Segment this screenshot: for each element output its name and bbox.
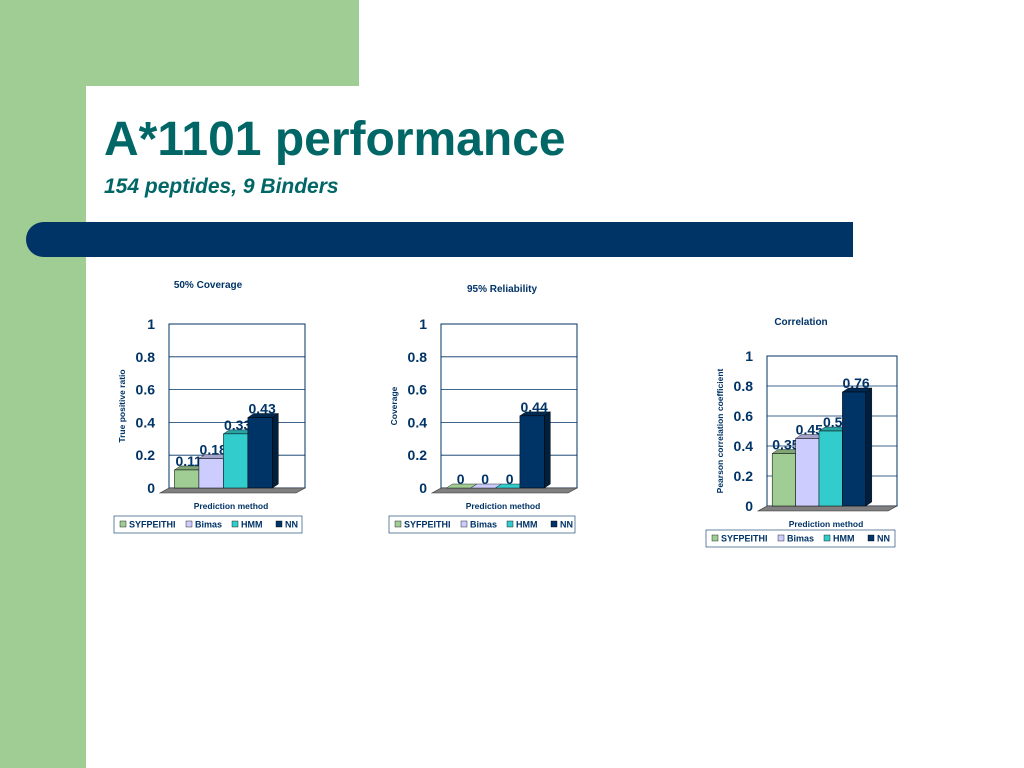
bar-side [272, 413, 279, 489]
y-tick-label: 0.8 [734, 378, 754, 394]
bar-front [519, 415, 545, 489]
legend-label: Bimas [787, 534, 814, 544]
y-tick-label: 0 [745, 498, 753, 514]
legend-label: Bimas [195, 520, 222, 530]
slide-subtitle: 154 peptides, 9 Binders [104, 175, 339, 198]
legend-label: NN [877, 534, 890, 544]
bar-nn [841, 387, 873, 507]
data-label: 0.18 [200, 441, 227, 457]
legend-label: NN [560, 520, 573, 530]
title-banner-bar [26, 222, 853, 257]
y-tick-label: 1 [745, 348, 753, 364]
x-axis-label: Prediction method [466, 501, 541, 511]
legend-swatch [711, 534, 719, 542]
bar-nn [519, 411, 552, 489]
y-tick-label: 1 [147, 316, 155, 332]
bar-front [842, 391, 867, 507]
chart-title: 95% Reliability [467, 284, 537, 295]
data-label: 0 [481, 471, 489, 487]
data-label: 0.43 [248, 400, 275, 416]
y-tick-label: 0.2 [136, 447, 156, 463]
data-label: 0.44 [520, 399, 547, 415]
legend-swatch [460, 520, 468, 528]
legend-swatch [231, 520, 239, 528]
bar-front [223, 433, 249, 489]
legend-label: SYFPEITHI [721, 534, 768, 544]
bar-front [795, 438, 820, 507]
x-axis-label: Prediction method [789, 519, 864, 529]
chart-legend: SYFPEITHI Bimas HMM NN [113, 515, 303, 534]
legend-box [705, 529, 896, 548]
y-tick-label: 0.2 [408, 447, 428, 463]
y-axis-label: Pearson correlation coefficient [715, 368, 725, 493]
y-tick-label: 0.6 [734, 408, 754, 424]
chart-correlation: Correlation 0 0.2 0.4 0.6 0.8 1 0.350.45 0.5 0.76… [705, 317, 899, 548]
y-tick-label: 0.2 [734, 468, 754, 484]
y-tick-label: 0.6 [408, 382, 428, 398]
legend-swatch [867, 534, 875, 542]
legend-swatch [275, 520, 283, 528]
legend-swatch [119, 520, 127, 528]
legend-swatch [394, 520, 402, 528]
bar-side [865, 387, 873, 507]
data-label: 0.35 [772, 437, 799, 453]
bar-nn [247, 413, 280, 489]
bar-side [544, 411, 551, 489]
y-tick-label: 0.4 [734, 438, 754, 454]
y-tick-label: 0.8 [408, 349, 428, 365]
legend-label: HMM [516, 520, 538, 530]
plot-floor [158, 487, 307, 494]
bar-front [174, 469, 200, 489]
data-label: 0.11 [175, 453, 202, 469]
y-tick-label: 0.4 [136, 414, 156, 430]
bar-front [247, 417, 273, 489]
y-axis-label: True positive ratio [117, 369, 127, 442]
slide-title: A*1101 performance [104, 113, 566, 166]
legend-swatch [823, 534, 831, 542]
y-axis-label: Coverage [389, 386, 399, 425]
chart-title: 50% Coverage [174, 280, 243, 291]
legend-label: HMM [241, 520, 263, 530]
plot-floor [756, 505, 899, 512]
data-label: 0 [457, 471, 465, 487]
y-tick-label: 0 [419, 480, 427, 496]
chart-title: Correlation [774, 317, 827, 328]
legend-label: SYFPEITHI [404, 520, 451, 530]
plot-frame [440, 323, 578, 489]
legend-box [113, 515, 303, 534]
bar-front [198, 458, 224, 489]
top-color-band [0, 0, 359, 86]
side-color-band [0, 0, 86, 768]
plot-floor [430, 487, 579, 494]
legend-swatch [550, 520, 558, 528]
x-axis-label: Prediction method [194, 501, 269, 511]
legend-label: HMM [833, 534, 855, 544]
data-label: 0.76 [842, 375, 869, 391]
y-tick-label: 0 [147, 480, 155, 496]
data-label: 0.5 [823, 414, 843, 430]
legend-box [388, 515, 576, 534]
data-label: 0 [506, 471, 514, 487]
data-label: 0.33 [224, 417, 251, 433]
legend-label: SYFPEITHI [129, 520, 176, 530]
chart-coverage: 50% Coverage 0 0.2 0.4 0.6 0.8 1 0.110.18 0.330.… [113, 280, 307, 534]
legend-label: NN [285, 520, 298, 530]
legend-swatch [777, 534, 785, 542]
y-tick-label: 0.8 [136, 349, 156, 365]
bar-front [818, 430, 843, 507]
legend-swatch [185, 520, 193, 528]
data-label: 0.45 [796, 422, 823, 438]
y-tick-label: 0.4 [408, 414, 428, 430]
legend-label: Bimas [470, 520, 497, 530]
y-tick-label: 0.6 [136, 382, 156, 398]
bar-front [771, 453, 796, 507]
chart-legend: SYFPEITHI Bimas HMM NN [705, 529, 896, 548]
y-tick-label: 1 [419, 316, 427, 332]
chart-legend: SYFPEITHI Bimas HMM NN [388, 515, 576, 534]
legend-swatch [506, 520, 514, 528]
